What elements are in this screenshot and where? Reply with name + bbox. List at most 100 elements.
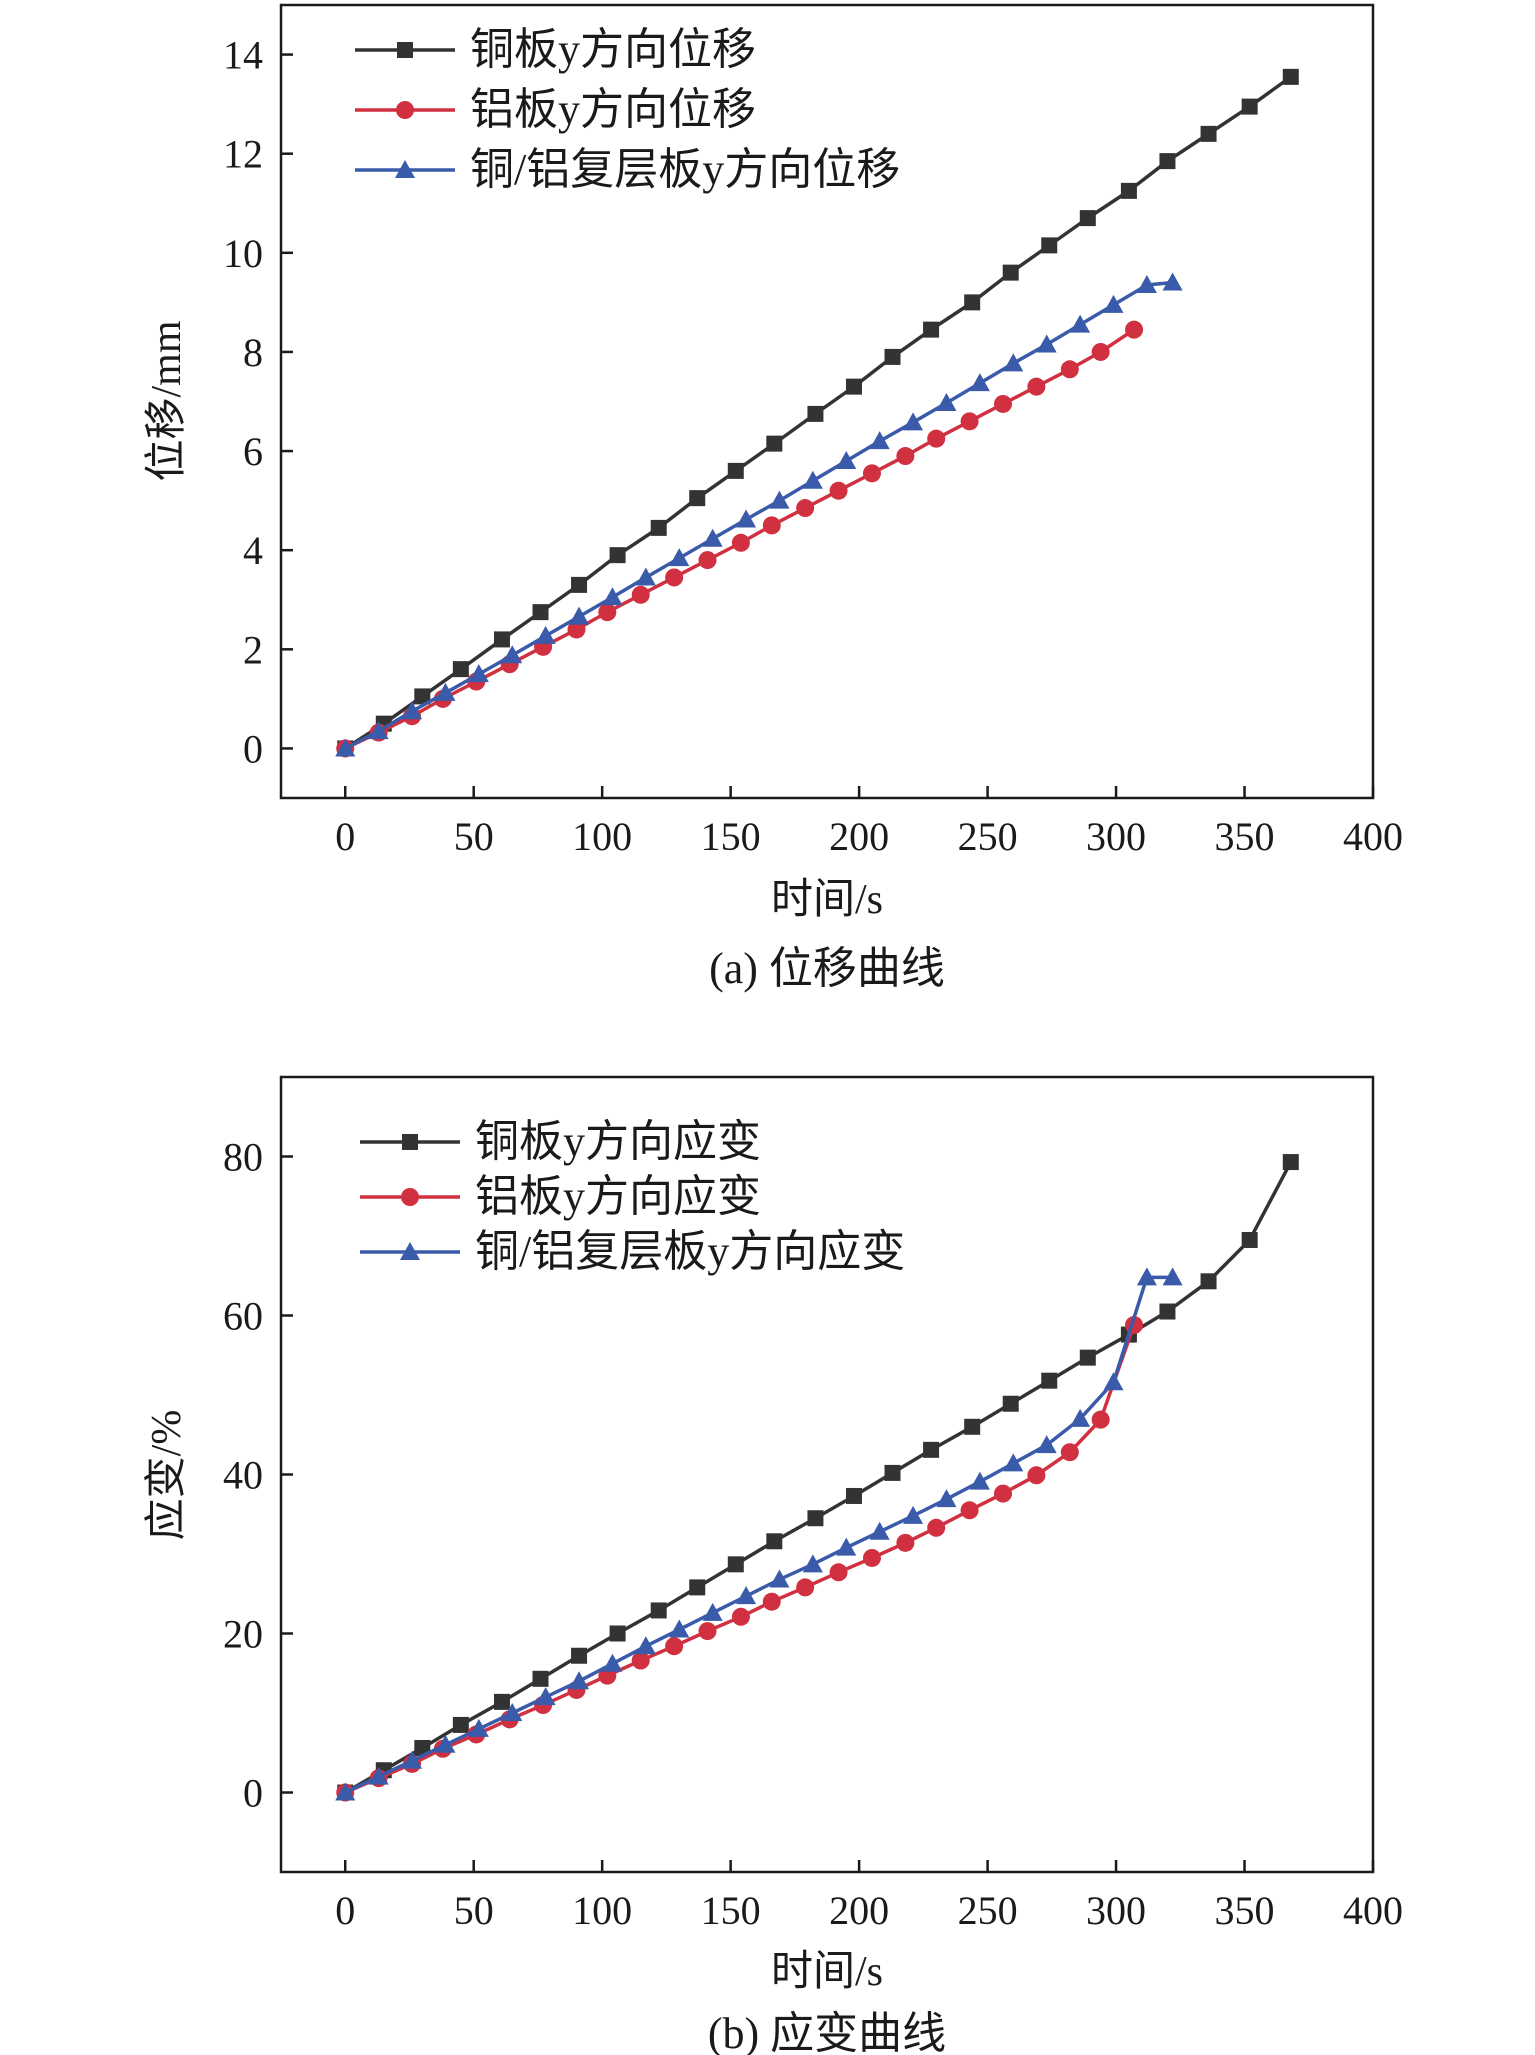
data-point-2 — [602, 587, 623, 606]
y-tick-label: 8 — [243, 330, 263, 375]
data-point-2 — [368, 721, 389, 740]
data-point-2 — [903, 1505, 924, 1524]
data-point-2 — [1103, 294, 1124, 313]
data-point-2 — [635, 567, 656, 586]
data-point-2 — [769, 490, 790, 509]
data-point-0 — [884, 348, 901, 365]
y-tick-label: 14 — [223, 33, 263, 78]
x-tick-label: 0 — [335, 814, 355, 859]
data-point-2 — [969, 1471, 990, 1490]
data-point-2 — [1036, 334, 1057, 353]
legend-label: 铜板y方向应变 — [475, 1117, 761, 1166]
data-point-1 — [994, 1484, 1013, 1503]
data-point-2 — [1070, 314, 1091, 333]
x-tick-label: 0 — [335, 1888, 355, 1933]
chart-caption: (b) 应变曲线 — [708, 2009, 946, 2055]
data-point-1 — [698, 551, 717, 570]
data-point-2 — [702, 1602, 723, 1621]
data-point-2 — [1136, 275, 1157, 294]
legend-marker — [396, 101, 414, 119]
legend-marker — [402, 1134, 418, 1150]
legend-marker — [397, 42, 413, 58]
data-point-1 — [631, 585, 650, 604]
y-tick-label: 60 — [223, 1294, 263, 1339]
data-point-1 — [1027, 1466, 1046, 1485]
data-point-0 — [727, 462, 744, 479]
data-point-2 — [502, 1703, 523, 1721]
data-point-0 — [650, 1602, 667, 1619]
data-point-1 — [796, 1578, 815, 1597]
data-point-2 — [936, 1489, 957, 1508]
data-point-1 — [731, 1607, 750, 1626]
data-point-2 — [1036, 1435, 1057, 1454]
data-point-2 — [402, 1750, 423, 1769]
y-axis-label: 应变/% — [143, 1410, 190, 1541]
data-point-0 — [807, 405, 824, 422]
data-point-1 — [862, 464, 881, 483]
data-point-2 — [769, 1569, 790, 1588]
data-point-1 — [960, 412, 979, 431]
data-point-1 — [927, 429, 946, 448]
y-tick-label: 0 — [243, 726, 263, 771]
legend-marker — [401, 1188, 419, 1206]
data-point-0 — [452, 1716, 469, 1733]
x-tick-label: 350 — [1215, 814, 1275, 859]
data-point-2 — [802, 1554, 823, 1573]
legend-label: 铝板y方向应变 — [475, 1172, 761, 1221]
data-point-2 — [335, 1782, 356, 1801]
chart-marks: 0 50 100 150 200 250 300 350 400 0 20 40 60 80 铜板y方向应变… — [223, 1117, 1403, 1933]
x-tick-label: 400 — [1343, 814, 1403, 859]
data-point-1 — [1060, 1443, 1079, 1462]
data-point-2 — [569, 606, 590, 625]
y-tick-label: 12 — [223, 132, 263, 177]
data-point-1 — [665, 568, 684, 587]
data-point-1 — [862, 1548, 881, 1567]
data-point-0 — [452, 661, 469, 678]
data-point-2 — [1136, 1267, 1157, 1286]
data-point-0 — [766, 435, 783, 452]
data-point-0 — [1200, 1273, 1217, 1290]
x-axis-label: 时间/s — [771, 1949, 883, 1995]
x-tick-label: 400 — [1343, 1888, 1403, 1933]
data-point-0 — [493, 1693, 510, 1710]
data-point-2 — [435, 682, 456, 701]
y-tick-label: 4 — [243, 528, 263, 573]
data-point-2 — [402, 701, 423, 720]
data-point-0 — [609, 1625, 626, 1642]
x-tick-label: 200 — [829, 1888, 889, 1933]
data-point-0 — [689, 490, 706, 507]
data-point-2 — [335, 738, 356, 757]
data-point-2 — [669, 1619, 690, 1638]
data-point-0 — [923, 321, 940, 338]
data-point-0 — [1002, 264, 1019, 281]
y-tick-label: 20 — [223, 1612, 263, 1657]
data-point-1 — [631, 1651, 650, 1670]
data-point-2 — [736, 509, 757, 528]
data-point-1 — [960, 1501, 979, 1520]
y-tick-label: 80 — [223, 1135, 263, 1180]
data-point-2 — [1162, 272, 1183, 291]
data-point-0 — [845, 1487, 862, 1504]
data-point-2 — [435, 1734, 456, 1753]
x-tick-label: 250 — [958, 1888, 1018, 1933]
data-point-1 — [1091, 342, 1110, 361]
chart-marks: 0 50 100 150 200 250 300 350 400 0 2 4 6 8 10 12 14 铜板y方向… — [223, 25, 1403, 859]
x-tick-label: 50 — [454, 814, 494, 859]
x-tick-label: 150 — [701, 1888, 761, 1933]
legend-label: 铝板y方向位移 — [470, 85, 756, 134]
data-point-1 — [698, 1622, 717, 1641]
data-point-2 — [1162, 1267, 1183, 1286]
x-tick-label: 300 — [1086, 1888, 1146, 1933]
x-tick-label: 300 — [1086, 814, 1146, 859]
data-point-1 — [896, 447, 915, 466]
x-tick-label: 100 — [572, 814, 632, 859]
data-point-2 — [502, 645, 523, 664]
data-point-2 — [468, 1718, 489, 1737]
data-point-1 — [1060, 360, 1079, 379]
data-point-1 — [1125, 320, 1144, 339]
data-point-2 — [1003, 1453, 1024, 1472]
data-point-0 — [766, 1533, 783, 1550]
x-axis-label: 时间/s — [771, 877, 883, 923]
data-point-0 — [1282, 68, 1299, 85]
data-point-2 — [936, 392, 957, 411]
